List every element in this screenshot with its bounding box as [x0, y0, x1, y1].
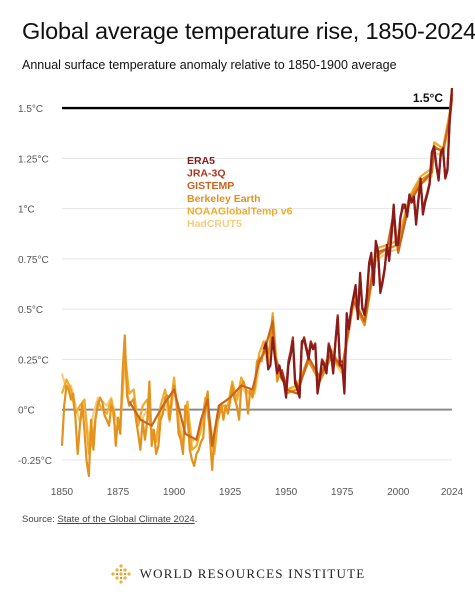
x-tick-label: 2024 — [441, 487, 464, 498]
y-tick-label: 0°C — [18, 406, 35, 417]
source-suffix: . — [194, 514, 198, 525]
legend-entry: JRA-3Q — [187, 168, 226, 180]
source-prefix: Source: — [22, 514, 58, 525]
x-axis-ticks: 1850 1875 1900 1925 1950 1975 2000 2024 — [51, 487, 464, 498]
temperature-chart: -0.25°C 0°C 0.25°C 0.5°C 0.75°C 1°C 1.25°C 1.5°… — [18, 87, 464, 498]
x-tick-label: 1900 — [163, 487, 186, 498]
x-tick-label: 1925 — [219, 487, 242, 498]
y-tick-label: 0.75°C — [18, 255, 49, 266]
y-tick-label: 0.25°C — [18, 355, 49, 366]
reference-lines — [62, 106, 452, 411]
x-tick-label: 1850 — [51, 487, 74, 498]
legend-entry: HadCRUT5 — [187, 218, 242, 230]
x-tick-label: 1975 — [331, 487, 354, 498]
x-tick-label: 1950 — [275, 487, 298, 498]
wri-logo-icon — [111, 564, 131, 584]
x-tick-label: 1875 — [107, 487, 130, 498]
threshold-label: 1.5°C — [413, 91, 443, 105]
legend-entry: GISTEMP — [187, 180, 234, 192]
legend-entry: NOAAGlobalTemp v6 — [187, 205, 293, 217]
y-tick-label: 0.5°C — [18, 305, 43, 316]
y-tick-label: 1.5°C — [18, 104, 43, 115]
brand-name: WORLD RESOURCES INSTITUTE — [139, 566, 366, 581]
x-tick-label: 2000 — [387, 487, 410, 498]
y-tick-label: 1°C — [18, 205, 35, 216]
source-note: Source: State of the Global Climate 2024… — [22, 514, 197, 525]
y-axis-ticks: -0.25°C 0°C 0.25°C 0.5°C 0.75°C 1°C 1.25°C 1.5°… — [18, 104, 52, 467]
legend-entry: Berkeley Earth — [187, 193, 261, 205]
y-tick-label: 1.25°C — [18, 154, 49, 165]
source-link[interactable]: State of the Global Climate 2024 — [57, 514, 195, 525]
chart-subtitle: Annual surface temperature anomaly relat… — [22, 58, 397, 72]
legend-entry: ERA5 — [187, 155, 215, 167]
y-tick-label: -0.25°C — [18, 456, 52, 467]
footer: WORLD RESOURCES INSTITUTE — [0, 563, 475, 590]
series-lines — [60, 87, 454, 478]
series-line-era5 — [262, 87, 454, 399]
plot-area — [62, 88, 452, 480]
annotations: 1.5°C — [413, 91, 443, 105]
chart-title: Global average temperature rise, 1850-20… — [22, 18, 475, 44]
